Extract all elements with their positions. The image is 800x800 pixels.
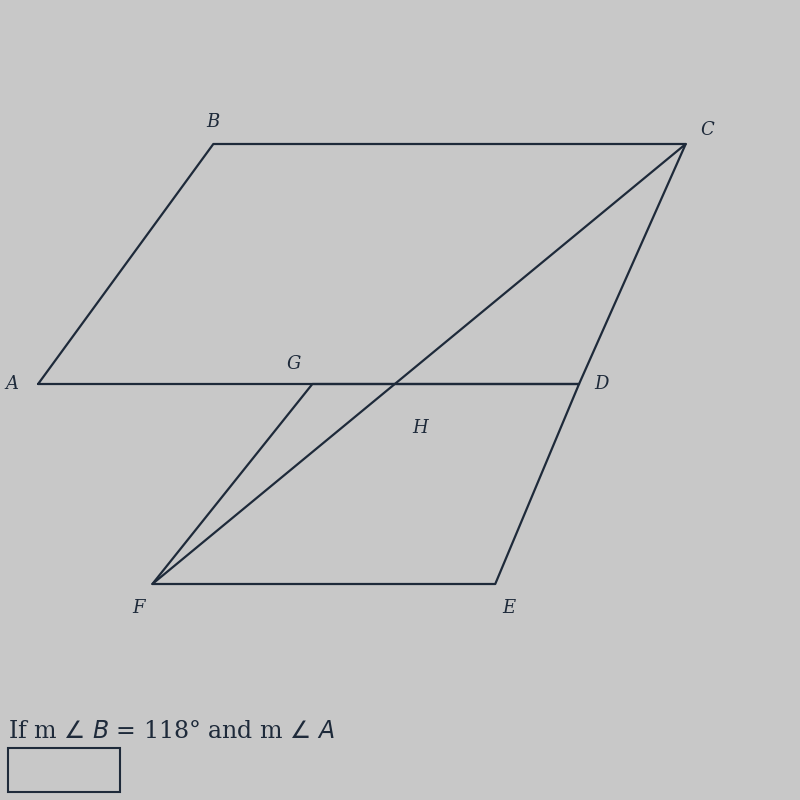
Bar: [8, 748, 120, 792]
Text: F: F: [133, 599, 145, 617]
Text: C: C: [700, 121, 714, 138]
Text: If m $\angle$ $B$ = 118° and m $\angle$ $A$: If m $\angle$ $B$ = 118° and m $\angle$ …: [8, 721, 334, 743]
Text: B: B: [206, 113, 220, 130]
Text: G: G: [286, 355, 301, 373]
Text: D: D: [594, 375, 609, 393]
Text: A: A: [5, 375, 18, 393]
Text: E: E: [502, 599, 515, 617]
Text: H: H: [413, 419, 429, 437]
